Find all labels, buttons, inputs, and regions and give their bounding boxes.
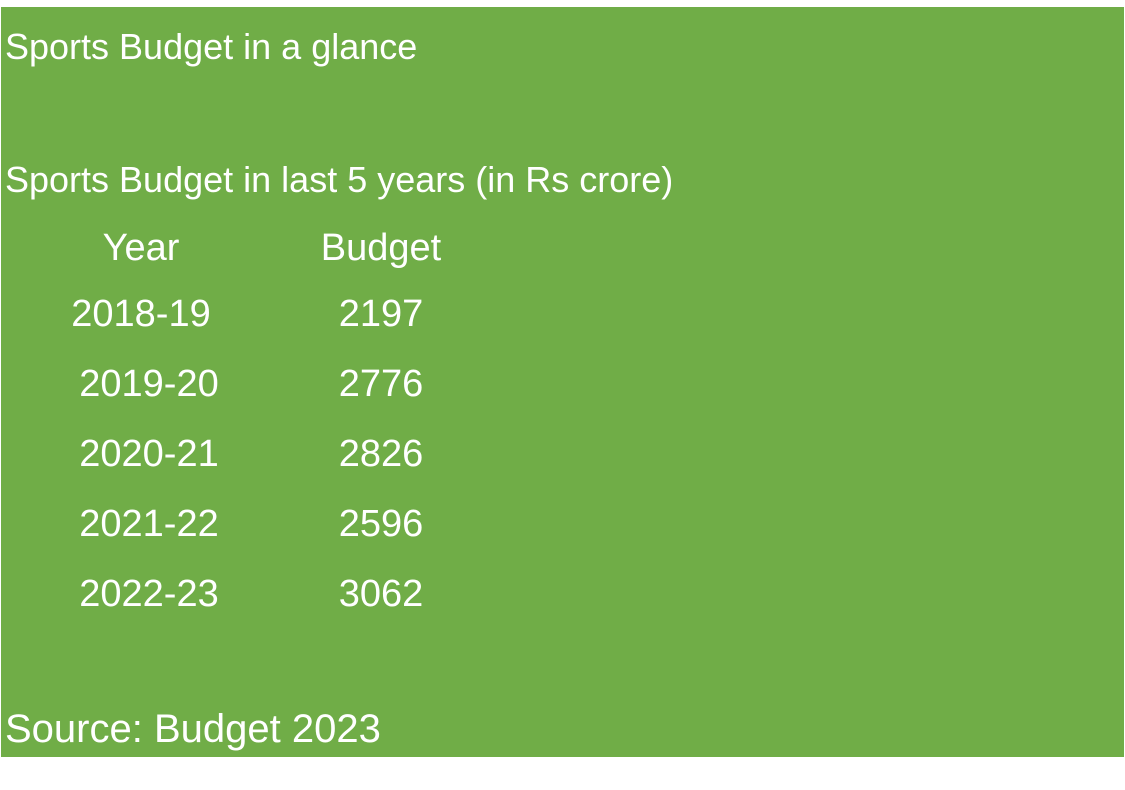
year-cell: 2019-20 [79,363,219,405]
budget-cell: 2826 [338,433,424,475]
header-budget: Budget [320,227,442,269]
year-cell: 2021-22 [79,503,219,545]
year-cell: 2018-19 [71,293,211,335]
budget-panel: Sports Budget in a glance Sports Budget … [1,7,1124,757]
source-note: Source: Budget 2023 [5,707,381,751]
budget-cell: 2197 [338,293,424,335]
budget-cell: 2776 [338,363,424,405]
header-year: Year [102,227,180,269]
budget-cell: 3062 [338,573,424,615]
year-cell: 2022-23 [79,573,219,615]
year-cell: 2020-21 [79,433,219,475]
panel-title: Sports Budget in a glance [5,26,418,67]
table-caption: Sports Budget in last 5 years (in Rs cro… [5,159,674,200]
budget-cell: 2596 [338,503,424,545]
